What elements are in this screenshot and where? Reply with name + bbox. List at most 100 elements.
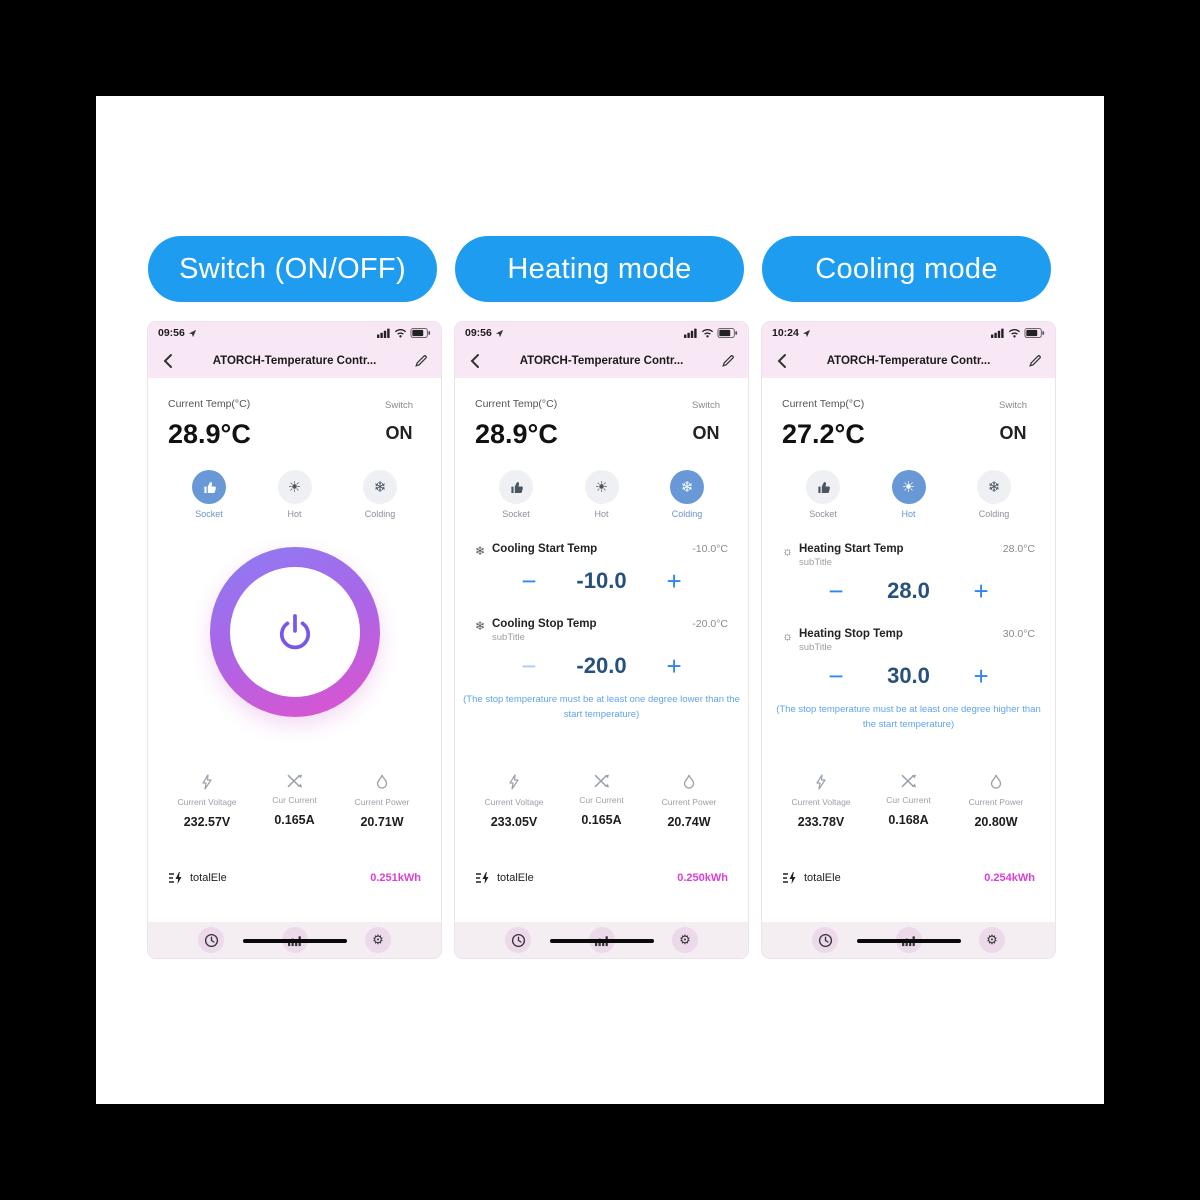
- stat-current: Cur Current 0.165A: [252, 774, 338, 829]
- total-energy-label: totalEle: [190, 872, 227, 884]
- stat-label: Cur Current: [886, 795, 931, 805]
- power-button-area: [168, 547, 421, 717]
- stat-value: 233.78V: [797, 815, 845, 829]
- status-left: 10:24: [772, 327, 811, 339]
- setting-title: Cooling Start Temp: [492, 543, 598, 555]
- tab-timer[interactable]: [505, 927, 531, 953]
- stat-voltage: Current Voltage 233.05V: [471, 774, 557, 829]
- sun-icon: ☼: [782, 544, 793, 558]
- thumb-up-icon: [806, 470, 840, 504]
- tab-timer[interactable]: [812, 927, 838, 953]
- plus-button[interactable]: +: [666, 651, 682, 681]
- temp-row: Current Temp(°C) 28.9°C Switch ON: [168, 398, 421, 450]
- stat-current: Cur Current 0.168A: [866, 774, 952, 829]
- total-energy-left: totalEle: [168, 871, 227, 885]
- lightning-icon: [816, 774, 826, 790]
- minus-button[interactable]: −: [828, 661, 844, 691]
- stop-temp-note: (The stop temperature must be at least o…: [463, 694, 740, 720]
- setting-titles: Cooling Stop Temp subTitle: [492, 618, 692, 643]
- stat-label: Current Voltage: [791, 797, 851, 807]
- switch-label: Switch: [692, 400, 720, 411]
- shuffle-icon: [900, 774, 916, 788]
- gear-icon: ⚙: [372, 932, 384, 947]
- caption-switch-on-off: Switch (ON/OFF): [148, 236, 437, 302]
- sun-icon: ☀: [584, 470, 619, 504]
- back-button[interactable]: [467, 353, 483, 369]
- setting-side-value: 30.0°C: [1002, 628, 1035, 640]
- back-button[interactable]: [774, 353, 790, 369]
- minus-button[interactable]: −: [521, 651, 537, 681]
- stat-value: 232.57V: [183, 815, 231, 829]
- page-title: ATORCH-Temperature Contr...: [519, 355, 684, 367]
- mode-button-socket[interactable]: Socket: [485, 470, 547, 519]
- edit-button[interactable]: [413, 354, 429, 368]
- mode-label: Socket: [809, 509, 837, 519]
- snowflake-icon: ❄: [475, 619, 486, 633]
- stat-label: Current Voltage: [177, 797, 237, 807]
- power-button[interactable]: [209, 547, 380, 717]
- tab-settings[interactable]: ⚙: [979, 927, 1005, 953]
- sun-icon: ☀: [891, 470, 926, 504]
- back-button[interactable]: [160, 353, 176, 369]
- current-temp-block: Current Temp(°C) 28.9°C: [168, 398, 251, 450]
- tab-settings[interactable]: ⚙: [672, 927, 698, 953]
- temp-stepper: − -10.0 +: [475, 568, 728, 594]
- location-arrow-icon: [188, 329, 196, 337]
- total-energy-value: 0.250kWh: [677, 872, 728, 884]
- mode-button-hot[interactable]: ☀ Hot: [571, 470, 633, 519]
- edit-button[interactable]: [1027, 354, 1043, 368]
- switch-state-value[interactable]: ON: [385, 423, 413, 443]
- chevron-left-icon: [470, 354, 479, 368]
- mode-button-colding[interactable]: ❄ Colding: [656, 470, 718, 519]
- plus-button[interactable]: +: [973, 661, 989, 691]
- clock-icon: [511, 933, 525, 947]
- mode-button-socket[interactable]: Socket: [178, 470, 240, 519]
- current-temp-label: Current Temp(°C): [168, 398, 251, 410]
- setting-subtitle: subTitle: [492, 632, 525, 643]
- stat-voltage: Current Voltage 232.57V: [164, 774, 250, 829]
- flame-icon: [683, 774, 695, 789]
- stat-value: 0.165A: [581, 813, 622, 827]
- gear-icon: ⚙: [679, 932, 691, 947]
- plus-button[interactable]: +: [666, 566, 682, 596]
- caption-label: Heating mode: [507, 252, 692, 285]
- battery-icon: [1024, 328, 1045, 338]
- setting-heating-stop: ☼ Heating Stop Temp subTitle 30.0°C − 30…: [782, 628, 1035, 689]
- chevron-left-icon: [163, 354, 172, 368]
- total-energy-value: 0.251kWh: [370, 872, 421, 884]
- thumb-up-icon: [499, 470, 533, 504]
- shuffle-icon: [593, 774, 609, 788]
- bottom-tab-bar: ⚙: [148, 922, 441, 958]
- home-indicator: [242, 939, 347, 943]
- cellular-signal-icon: [377, 328, 390, 338]
- stop-temp-note: (The stop temperature must be at least o…: [776, 704, 1041, 730]
- tab-timer[interactable]: [198, 927, 224, 953]
- stat-label: Current Voltage: [484, 797, 544, 807]
- status-bar: 10:24: [762, 322, 1055, 344]
- status-time: 10:24: [772, 327, 799, 339]
- current-temp-block: Current Temp(°C) 28.9°C: [475, 398, 558, 450]
- tab-settings[interactable]: ⚙: [365, 927, 391, 953]
- energy-meter-icon: [783, 872, 796, 884]
- mode-label: Colding: [978, 509, 1010, 519]
- nav-bar: ATORCH-Temperature Contr...: [148, 344, 441, 378]
- switch-state-value[interactable]: ON: [999, 423, 1027, 443]
- mode-button-hot[interactable]: ☀ Hot: [878, 470, 940, 519]
- caption-cooling-mode: Cooling mode: [762, 236, 1051, 302]
- mode-button-socket[interactable]: Socket: [792, 470, 854, 519]
- status-bar: 09:56: [455, 322, 748, 344]
- mode-label: Hot: [901, 509, 916, 519]
- total-energy-label: totalEle: [804, 872, 841, 884]
- pencil-icon: [722, 355, 734, 367]
- minus-button[interactable]: −: [828, 576, 844, 606]
- mode-button-colding[interactable]: ❄ Colding: [349, 470, 411, 519]
- stats-row: Current Voltage 232.57V Cur Current 0.16…: [148, 774, 441, 829]
- minus-button[interactable]: −: [521, 566, 537, 596]
- switch-state-value[interactable]: ON: [692, 423, 720, 443]
- mode-button-hot[interactable]: ☀ Hot: [264, 470, 326, 519]
- setting-titles: Cooling Start Temp: [492, 543, 692, 557]
- plus-button[interactable]: +: [973, 576, 989, 606]
- mode-button-colding[interactable]: ❄ Colding: [963, 470, 1025, 519]
- edit-button[interactable]: [720, 354, 736, 368]
- location-arrow-icon: [495, 329, 503, 337]
